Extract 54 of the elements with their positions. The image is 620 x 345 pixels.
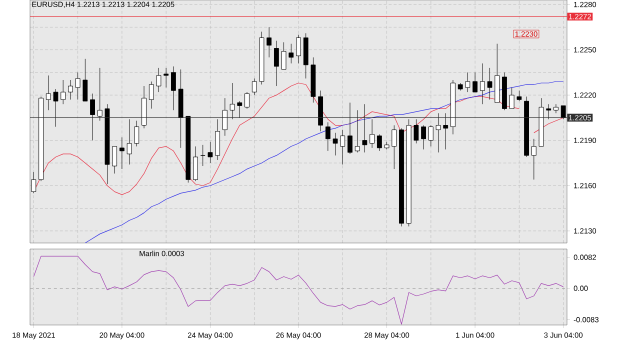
- candlestick: [126, 118, 132, 165]
- candlestick: [193, 146, 198, 182]
- candlestick: [68, 80, 73, 100]
- candlestick: [472, 72, 478, 92]
- candlestick: [97, 68, 102, 121]
- candlestick: [325, 122, 330, 152]
- candlestick: [480, 63, 485, 104]
- candlestick: [436, 112, 441, 153]
- candlestick: [362, 104, 368, 153]
- candlestick: [164, 68, 169, 88]
- candlestick: [443, 112, 448, 150]
- candlestick: [332, 132, 338, 156]
- candlestick: [156, 68, 162, 92]
- candlestick: [46, 75, 51, 110]
- candlestick: [244, 92, 250, 109]
- candlestick: [554, 104, 558, 114]
- candlestick: [90, 93, 95, 141]
- candlestick: [370, 118, 375, 148]
- candlestick: [119, 137, 124, 170]
- candlestick: [340, 130, 346, 165]
- candlestick: [134, 120, 140, 147]
- candlestick: [53, 88, 58, 128]
- candlestick: [560, 105, 566, 120]
- candlestick: [274, 40, 279, 86]
- candlestick: [516, 90, 522, 102]
- candlestick: [421, 125, 426, 150]
- candlestick: [112, 146, 118, 174]
- candlestick: [376, 134, 382, 152]
- candlestick: [428, 125, 434, 147]
- candlestick: [200, 144, 206, 166]
- candlestick: [60, 80, 66, 104]
- candlestick: [31, 172, 36, 194]
- candlestick: [392, 125, 397, 170]
- candlestick: [281, 42, 286, 70]
- candlestick: [208, 142, 213, 164]
- candlestick: [266, 26, 272, 58]
- candlestick: [82, 58, 88, 102]
- candlestick: [230, 82, 235, 120]
- candlestick: [237, 100, 242, 118]
- candlestick: [252, 78, 257, 96]
- candlestick: [148, 81, 154, 109]
- candlestick: [531, 138, 536, 180]
- candlestick: [288, 44, 294, 64]
- candlestick: [414, 118, 419, 144]
- candlestick: [75, 72, 80, 100]
- candlestick: [509, 87, 514, 109]
- candlestick: [546, 104, 552, 120]
- candlestick: [487, 68, 492, 100]
- candlestick: [354, 110, 360, 153]
- candlestick: [465, 72, 470, 92]
- candlestick: [222, 98, 228, 136]
- candlestick: [170, 66, 176, 110]
- candlestick: [348, 102, 352, 154]
- candlestick: [296, 34, 301, 64]
